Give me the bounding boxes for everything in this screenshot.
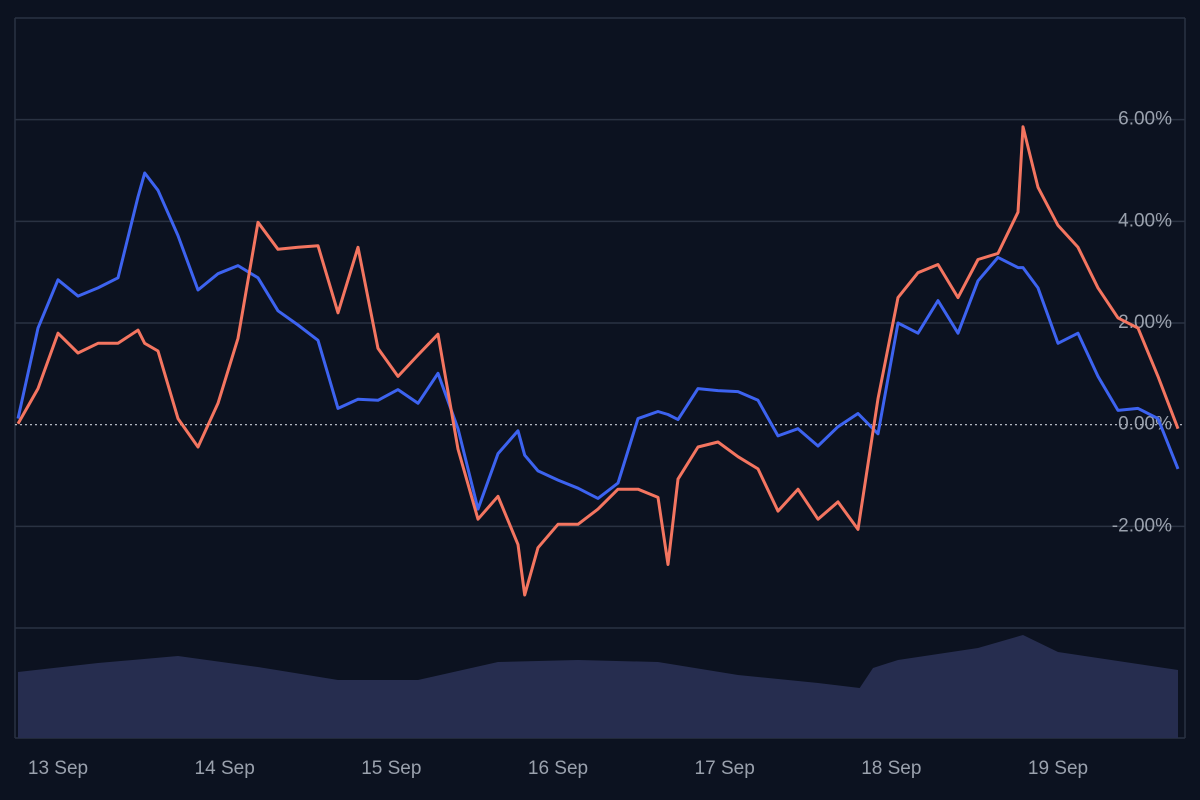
x-tick-label: 16 Sep <box>528 758 588 779</box>
y-tick-label: 6.00% <box>1118 109 1172 130</box>
x-tick-label: 19 Sep <box>1028 758 1088 779</box>
volume-area <box>18 635 1178 738</box>
series-line <box>16 125 1180 597</box>
x-tick-label: 15 Sep <box>361 758 421 779</box>
y-tick-label: 2.00% <box>1118 312 1172 333</box>
x-tick-label: 18 Sep <box>861 758 921 779</box>
series-line <box>16 171 1180 511</box>
x-tick-label: 14 Sep <box>195 758 255 779</box>
y-tick-label: -2.00% <box>1112 515 1172 536</box>
x-tick-label: 13 Sep <box>28 758 88 779</box>
x-tick-label: 17 Sep <box>695 758 755 779</box>
y-tick-label: 4.00% <box>1118 210 1172 231</box>
